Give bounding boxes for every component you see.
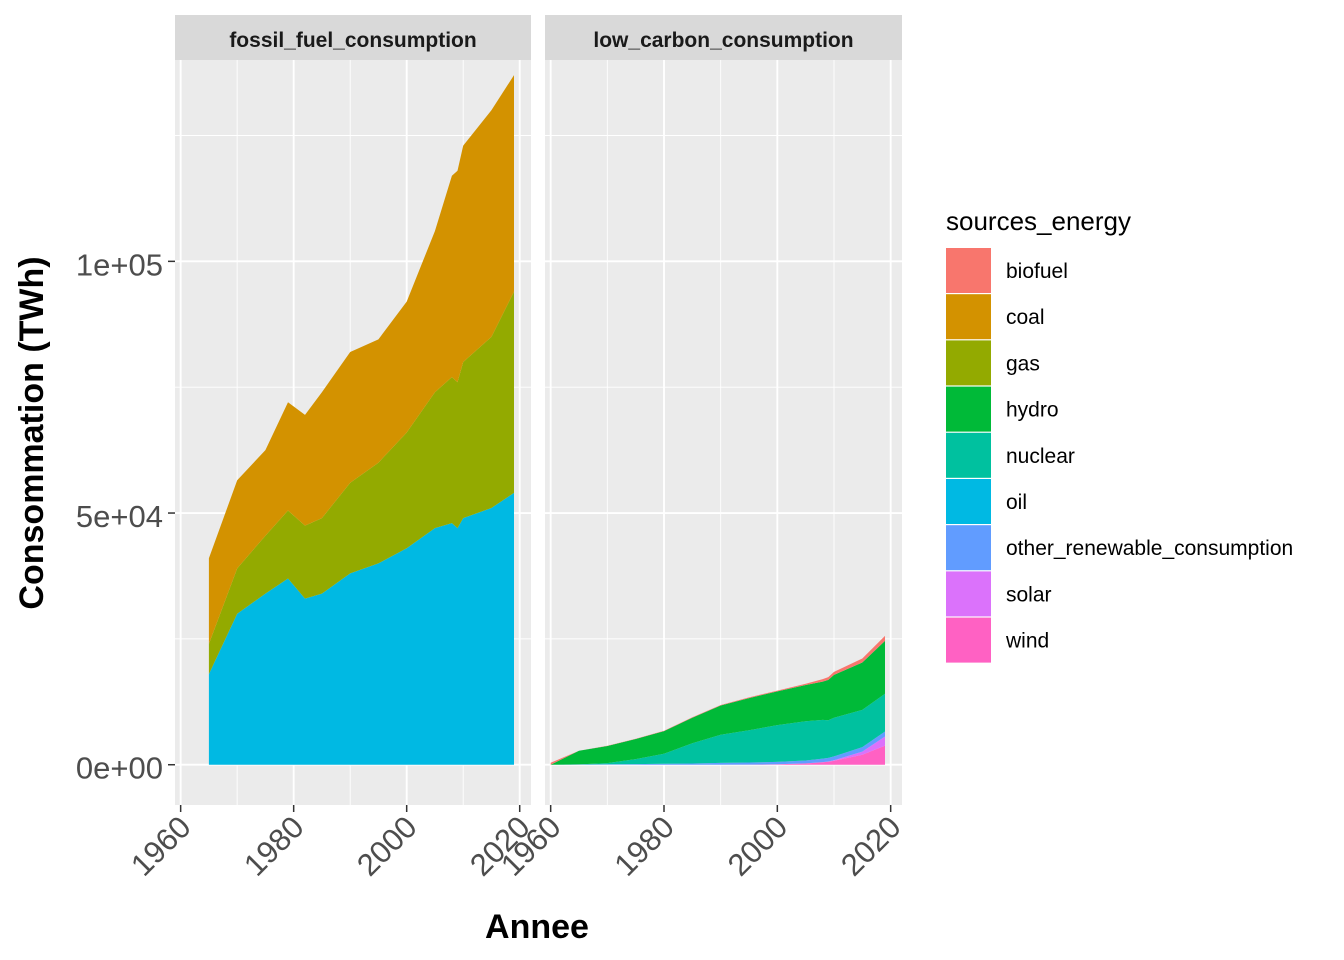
legend-key — [946, 248, 991, 293]
facet-strip — [545, 15, 902, 60]
panel-fossil-fuel: fossil_fuel_consumption — [175, 15, 531, 805]
area-hydro — [550, 640, 885, 765]
y-tick-label: 1e+05 — [76, 247, 163, 282]
area-oil — [208, 492, 514, 765]
x-tick-label: 1980 — [607, 809, 681, 883]
panel-low-carbon: low_carbon_consumption — [545, 15, 902, 805]
x-tick-label: 2020 — [834, 809, 908, 883]
legend-label: hydro — [1006, 399, 1059, 422]
legend-label: nuclear — [1006, 445, 1075, 468]
area-coal — [208, 75, 514, 644]
legend-label: other_renewable_consumption — [1006, 537, 1293, 560]
legend-title: sources_energy — [946, 206, 1131, 236]
facet-strip — [175, 15, 531, 60]
y-axis-title: Consommation (TWh) — [13, 256, 51, 609]
legend-key — [946, 617, 991, 663]
legend-label: coal — [1006, 306, 1045, 329]
legend-key — [946, 386, 991, 432]
x-tick-label: 1960 — [124, 809, 198, 883]
x-tick-label: 2000 — [350, 809, 424, 883]
y-tick-label: 5e+04 — [76, 499, 163, 534]
legend-key — [946, 571, 991, 617]
x-axis-title: Annee — [485, 908, 589, 946]
legend-label: wind — [1005, 630, 1049, 653]
legend-label: biofuel — [1006, 260, 1068, 283]
area-gas — [208, 291, 514, 675]
area-nuclear — [550, 693, 885, 765]
x-tick-label: 1980 — [237, 809, 311, 883]
legend-key — [946, 294, 991, 340]
legend-key — [946, 340, 991, 386]
facet-label: low_carbon_consumption — [593, 29, 853, 52]
facet-label: fossil_fuel_consumption — [229, 29, 476, 52]
legend-key — [946, 479, 991, 524]
legend-label: oil — [1006, 491, 1027, 514]
area-wind — [550, 745, 885, 765]
legend-key — [946, 432, 991, 478]
y-tick-label: 0e+00 — [76, 751, 163, 786]
x-tick-label: 2000 — [721, 809, 795, 883]
legend-label: solar — [1006, 583, 1052, 606]
legend-label: gas — [1006, 352, 1040, 375]
legend-key — [946, 525, 991, 571]
